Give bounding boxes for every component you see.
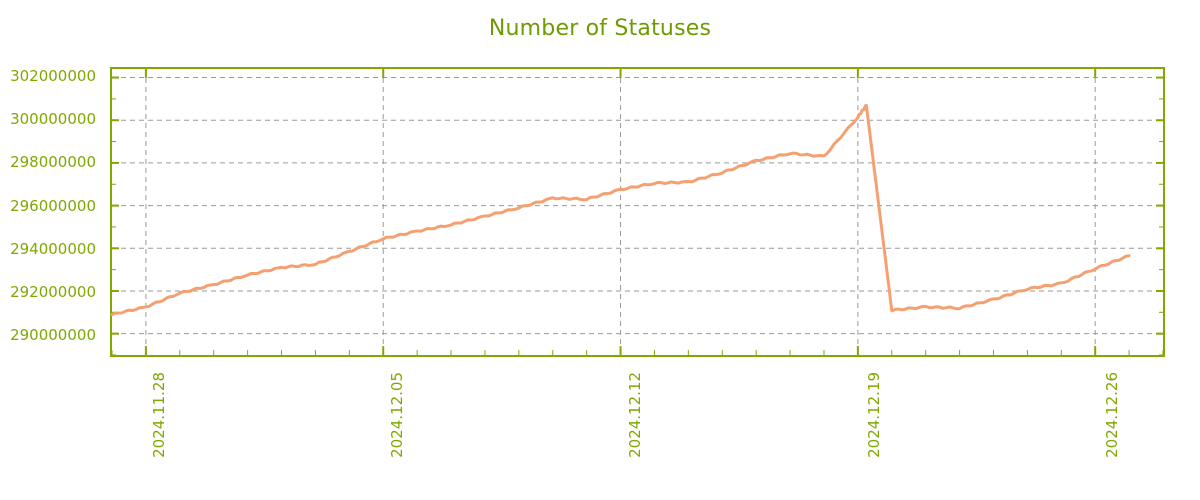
y-axis-tick-label: 290000000: [10, 326, 96, 345]
y-axis-tick-label: 300000000: [10, 109, 96, 128]
data-line-number-of-statuses: [112, 105, 1129, 314]
y-axis-tick-label: 296000000: [10, 196, 96, 215]
x-axis-tick-label: 2024.12.05: [388, 372, 407, 458]
series-line-statuses: [112, 69, 1163, 355]
x-axis-labels: 2024.11.28 2024.12.05 2024.12.12 2024.12.19…: [0, 372, 1200, 500]
y-axis-tick-label: 298000000: [10, 153, 96, 172]
y-axis-tick-label: 294000000: [10, 239, 96, 258]
x-axis-tick-label: 2024.11.28: [150, 372, 169, 458]
plot-area: [110, 67, 1165, 357]
x-axis-tick-label: 2024.12.19: [864, 372, 883, 458]
y-axis-tick-label: 302000000: [10, 66, 96, 85]
x-axis-tick-label: 2024.12.26: [1102, 372, 1121, 458]
chart-title: Number of Statuses: [488, 16, 712, 41]
axis-tick-layer: [112, 69, 1163, 355]
y-axis-tick-label: 292000000: [10, 283, 96, 302]
x-axis-tick-label: 2024.12.12: [626, 372, 645, 458]
